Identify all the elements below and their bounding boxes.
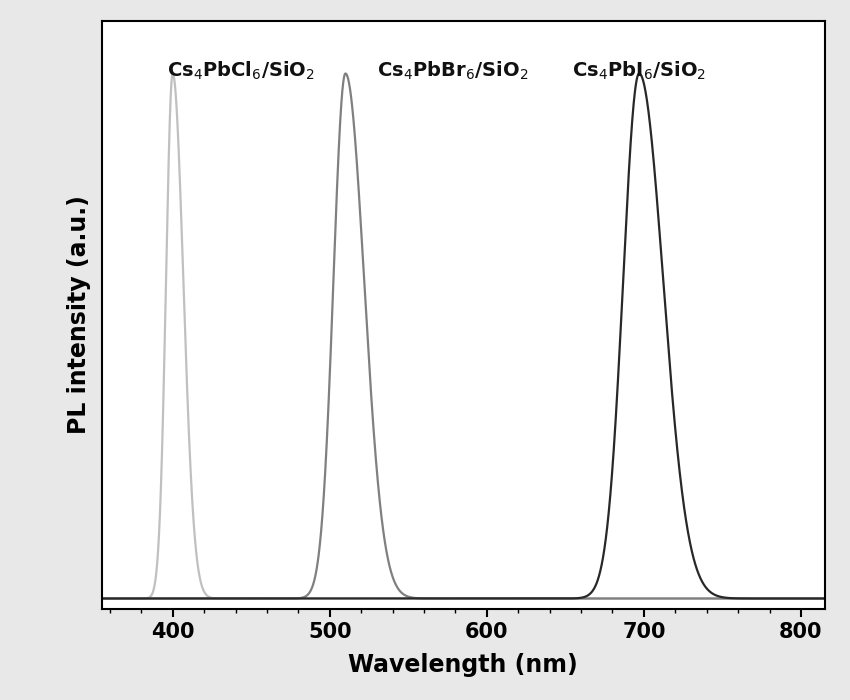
Y-axis label: PL intensity (a.u.): PL intensity (a.u.) xyxy=(67,195,91,435)
Text: Cs$_4$PbI$_6$/SiO$_2$: Cs$_4$PbI$_6$/SiO$_2$ xyxy=(571,60,706,81)
X-axis label: Wavelength (nm): Wavelength (nm) xyxy=(348,653,578,678)
Text: Cs$_4$PbBr$_6$/SiO$_2$: Cs$_4$PbBr$_6$/SiO$_2$ xyxy=(377,60,528,81)
Text: Cs$_4$PbCl$_6$/SiO$_2$: Cs$_4$PbCl$_6$/SiO$_2$ xyxy=(167,60,314,81)
